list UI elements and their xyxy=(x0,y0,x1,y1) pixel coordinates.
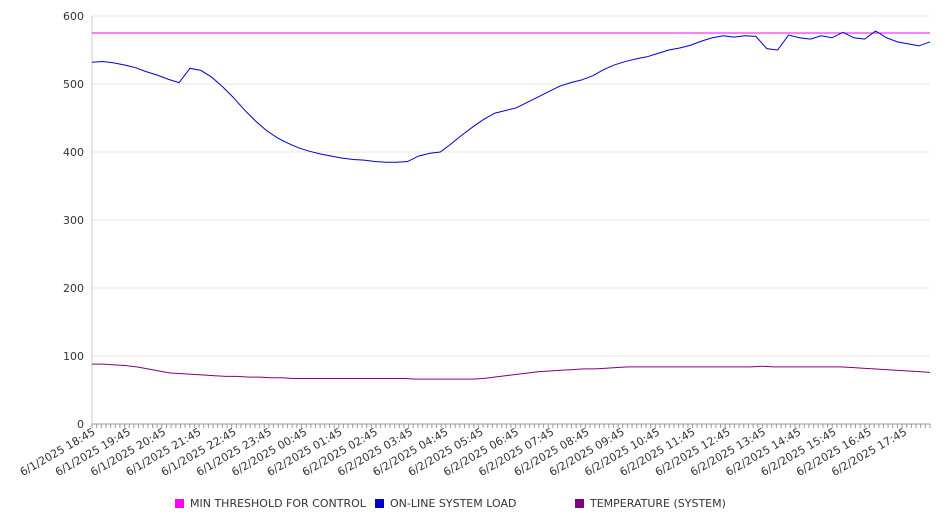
series-line-1 xyxy=(91,30,931,163)
y-tick-label: 400 xyxy=(63,146,84,159)
x-tick-labels: 6/1/2025 18:456/1/2025 19:456/1/2025 20:… xyxy=(18,425,909,479)
y-tick-label: 500 xyxy=(63,78,84,91)
legend-swatch xyxy=(175,499,184,508)
y-tick-label: 600 xyxy=(63,10,84,23)
y-tick-label: 0 xyxy=(77,418,84,431)
legend-item-1: ON-LINE SYSTEM LOAD xyxy=(375,497,516,510)
grid-lines xyxy=(92,15,930,357)
series-lines xyxy=(91,30,931,380)
y-tick-label: 300 xyxy=(63,214,84,227)
legend-label: TEMPERATURE (SYSTEM) xyxy=(590,497,726,510)
series-line-2 xyxy=(92,363,931,380)
legend-label: MIN THRESHOLD FOR CONTROL xyxy=(190,497,366,510)
legend-swatch xyxy=(575,499,584,508)
y-tick-labels: 0 100 200 300 400 500 600 xyxy=(63,10,84,431)
y-tick-label: 200 xyxy=(63,282,84,295)
axes xyxy=(91,16,931,428)
legend-swatch xyxy=(375,499,384,508)
legend-item-0: MIN THRESHOLD FOR CONTROL xyxy=(175,497,366,510)
chart-legend: MIN THRESHOLD FOR CONTROL ON-LINE SYSTEM … xyxy=(0,497,946,515)
y-tick-label: 100 xyxy=(63,350,84,363)
legend-item-2: TEMPERATURE (SYSTEM) xyxy=(575,497,726,510)
legend-label: ON-LINE SYSTEM LOAD xyxy=(390,497,517,510)
